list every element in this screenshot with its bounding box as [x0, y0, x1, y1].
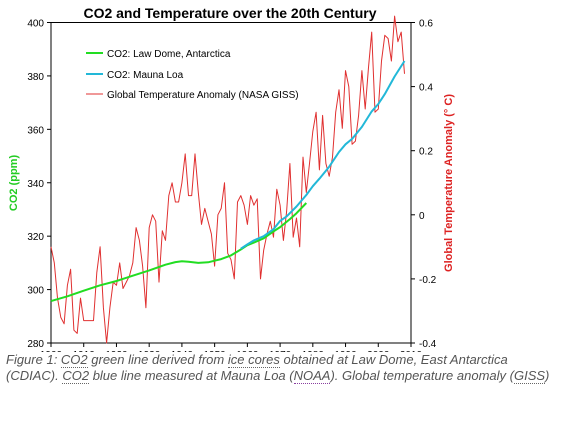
x-tick-label: 1960 [236, 350, 259, 352]
legend-label-law-dome: CO2: Law Dome, Antarctica [107, 49, 231, 60]
y2-tick-label: 0 [419, 211, 425, 222]
y-tick-label: 320 [27, 232, 44, 243]
legend-label-mauna-loa: CO2: Mauna Loa [107, 70, 184, 81]
caption-text: blue line measured at Mauna Loa ( [89, 368, 294, 383]
figure-caption: Figure 1: CO2 green line derived from ic… [6, 352, 564, 384]
y2-tick-label: 0.6 [419, 19, 433, 30]
y2-axis-ticks: -0.4 -0.2 0 0.2 0.4 0.6 [411, 19, 437, 350]
x-tick-label: 1950 [204, 350, 227, 352]
chart-title: CO2 and Temperature over the 20th Centur… [83, 5, 376, 21]
x-tick-label: 1930 [138, 350, 161, 352]
y-tick-label: 400 [27, 19, 44, 30]
caption-figure-label: Figure 1: [6, 352, 61, 367]
caption-text: green line derived from [87, 352, 228, 367]
legend-label-temperature: Global Temperature Anomaly (NASA GISS) [107, 90, 299, 101]
y2-tick-label: 0.4 [419, 83, 433, 94]
series-layer [50, 15, 406, 344]
y-tick-label: 380 [27, 72, 44, 83]
series-line-mauna-loa [240, 60, 406, 250]
caption-link-noaa[interactable]: NOAA [293, 368, 331, 384]
caption-text: ). Global temperature anomaly ( [330, 368, 514, 383]
y-tick-label: 300 [27, 286, 44, 297]
caption-text: ) [545, 368, 550, 383]
x-axis-ticks: 1900 1910 1920 1930 1940 1950 1960 1970 1980 1990… [40, 343, 423, 352]
x-tick-label: 1940 [171, 350, 194, 352]
y2-tick-label: -0.4 [419, 339, 437, 350]
x-tick-label: 1970 [269, 350, 292, 352]
y-axis-ticks: 280 300 320 340 360 380 400 [27, 19, 51, 350]
y-tick-label: 360 [27, 125, 44, 136]
legend: CO2: Law Dome, Antarctica CO2: Mauna Loa… [86, 49, 299, 101]
caption-link-co2[interactable]: CO2 [62, 368, 90, 384]
x-tick-label: 1980 [302, 350, 325, 352]
chart: CO2 and Temperature over the 20th Centur… [8, 5, 455, 352]
caption-link-co2[interactable]: CO2 [60, 352, 88, 368]
x-tick-label: 1910 [73, 350, 96, 352]
series-line-law-dome [50, 202, 308, 303]
y2-tick-label: -0.2 [419, 275, 437, 286]
y2-tick-label: 0.2 [419, 147, 433, 158]
caption-text: obtained at Law Dome, East Antarctica (C… [6, 352, 508, 383]
x-tick-label: 1920 [105, 350, 128, 352]
x-tick-label: 1900 [40, 350, 63, 352]
x-tick-label: 1990 [334, 350, 357, 352]
x-tick-label: 2000 [367, 350, 390, 352]
y-tick-label: 340 [27, 179, 44, 190]
y-tick-label: 280 [27, 339, 44, 350]
series-line-temperature [50, 15, 405, 344]
y-axis-label: CO2 (ppm) [8, 155, 20, 212]
caption-link-ice-cores[interactable]: ice cores [227, 352, 280, 368]
y2-axis-label: Global Temperature Anomaly (° C) [443, 94, 455, 272]
caption-link-giss[interactable]: GISS [513, 368, 546, 384]
x-tick-label: 2010 [400, 350, 423, 352]
